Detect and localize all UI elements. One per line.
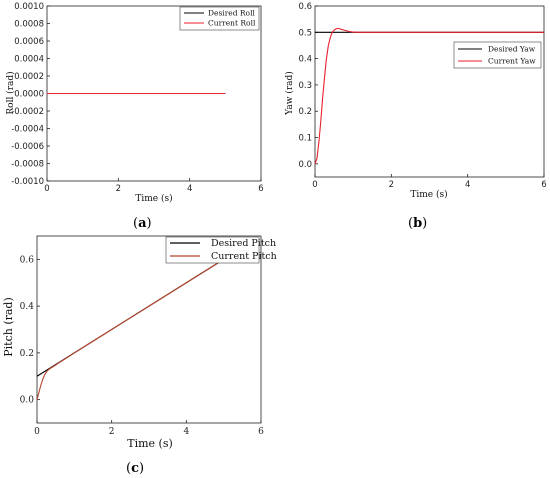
panel-letter-a: a [138,216,147,231]
roll-y-tick-label: 0.0004 [14,55,44,65]
yaw-x-tick-label: 2 [389,180,394,190]
pitch-legend-current: Current Pitch [211,251,277,262]
yaw-y-tick-label: 0.6 [298,2,312,12]
roll-x-tick-label: 6 [258,184,263,194]
pitch-y-tick-label: 0.6 [20,255,35,265]
roll-y-axis-label: Roll (rad) [5,71,16,114]
panel-letter-c: c [131,461,139,476]
plot-frame-pitch [36,235,262,424]
pitch-axes: 0 2 4 6 0.0 0.2 0.4 0.6 [20,255,264,437]
pitch-y-tick-label: 0.2 [20,349,34,359]
yaw-legend-box [453,41,542,69]
pitch-legend-desired: Desired Pitch [211,238,276,249]
panel-label-c: (c) [126,461,144,476]
roll-x-tick-label: 0 [44,184,49,194]
pitch-x-tick-label: 0 [34,427,40,437]
roll-y-tick-label: 0.0000 [14,90,44,100]
roll-legend-desired: Desired Roll [208,9,255,18]
pitch-legend-box [165,236,260,264]
yaw-y-tick-label: 0.0 [298,160,312,170]
yaw-y-axis-label: Yaw (rad) [284,71,295,116]
yaw-x-tick-label: 4 [465,180,470,190]
pitch-y-tick-label: 0.0 [20,396,35,406]
chart-roll: 0 2 4 6 -0.0010 -0.0008 -0.0006 -0.0004 -0.0002 0… [5,2,264,231]
yaw-legend-current: Current Yaw [488,57,536,66]
yaw-legend-desired: Desired Yaw [488,45,536,54]
pitch-series-current-line [36,258,224,400]
roll-x-axis-label: Time (s) [135,193,172,204]
roll-axes: 0 2 4 6 -0.0010 -0.0008 -0.0006 -0.0004 -0.0002 0… [11,2,264,194]
roll-x-tick-label: 4 [187,184,192,194]
roll-y-tick-label: 0.0002 [14,72,44,82]
yaw-x-tick-label: 0 [312,180,317,190]
roll-legend: Desired Roll Current Roll [179,6,260,31]
plot-frame-yaw [314,5,545,178]
roll-legend-current: Current Roll [208,19,256,28]
yaw-series-current-line [314,27,544,165]
pitch-x-axis-label: Time (s) [127,437,173,450]
pitch-x-tick-label: 6 [258,427,264,437]
pitch-legend: Desired Pitch Current Pitch [165,236,277,264]
yaw-y-tick-label: 0.3 [298,81,312,91]
chart-yaw: 0 2 4 6 0.0 0.1 0.2 0.3 0.4 0.5 0.6 Time (s) Yaw (… [284,2,547,231]
panel-label-b: (b) [408,216,427,231]
yaw-x-axis-label: Time (s) [410,189,447,200]
panel-label-a: (a) [133,216,152,231]
pitch-series [36,258,224,400]
pitch-x-tick-label: 2 [109,427,115,437]
pitch-y-axis-label: Pitch (rad) [2,297,15,357]
roll-y-tick-label: 0.0010 [14,2,44,12]
yaw-axes: 0 2 4 6 0.0 0.1 0.2 0.3 0.4 0.5 0.6 [298,2,546,190]
roll-y-tick-label: -0.0010 [11,177,44,187]
pitch-y-tick-label: 0.4 [20,302,35,312]
chart-pitch: 0 2 4 6 0.0 0.2 0.4 0.6 Time (s) Pitch (rad) De… [2,235,277,476]
yaw-y-tick-label: 0.2 [298,107,312,117]
yaw-y-tick-label: 0.5 [298,28,312,38]
roll-y-tick-label: -0.0002 [11,107,44,117]
yaw-series [314,27,544,165]
panel-letter-b: b [413,216,422,231]
pitch-x-tick-label: 4 [183,427,189,437]
roll-y-tick-label: 0.0008 [14,20,44,30]
yaw-y-tick-label: 0.1 [298,134,312,144]
yaw-x-tick-label: 6 [541,180,546,190]
yaw-legend: Desired Yaw Current Yaw [453,41,542,69]
roll-y-tick-label: -0.0008 [11,160,44,170]
roll-y-tick-label: 0.0006 [14,37,44,47]
yaw-y-tick-label: 0.4 [298,55,312,65]
roll-x-tick-label: 2 [116,184,121,194]
roll-y-tick-label: -0.0004 [11,125,44,135]
roll-y-tick-label: -0.0006 [11,142,44,152]
